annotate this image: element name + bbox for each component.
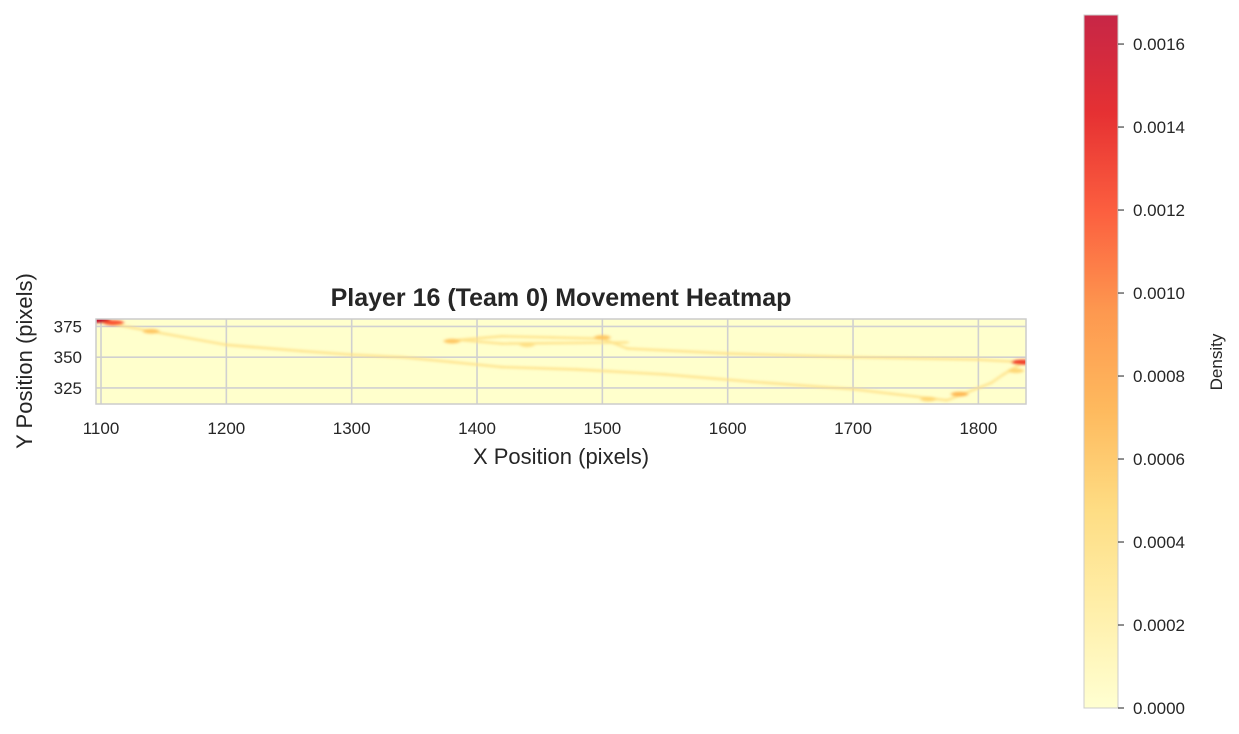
colorbar-tick-label: 0.0004 <box>1133 533 1185 552</box>
x-tick-label: 1700 <box>834 419 872 438</box>
trail-segment <box>225 343 303 353</box>
colorbar-tick-label: 0.0016 <box>1133 35 1185 54</box>
x-tick-label: 1400 <box>458 419 496 438</box>
colorbar-tick-label: 0.0010 <box>1133 284 1185 303</box>
trail-segment <box>457 335 504 342</box>
trail-segment <box>626 347 729 355</box>
trail-segment <box>726 352 855 359</box>
trail-segment <box>551 336 604 340</box>
plot-area <box>95 318 1027 405</box>
density-hotspot <box>594 335 611 340</box>
trail-segment <box>663 373 754 384</box>
chart-title: Player 16 (Team 0) Movement Heatmap <box>331 284 792 312</box>
x-tick-label: 1200 <box>207 419 245 438</box>
colorbar-tick-label: 0.0006 <box>1133 450 1185 469</box>
colorbar-tick-label: 0.0014 <box>1133 118 1185 137</box>
trail-segment <box>500 341 629 345</box>
trail-segment <box>751 380 855 391</box>
colorbar-tick-label: 0.0002 <box>1133 616 1185 635</box>
movement-trail <box>96 319 1026 402</box>
trail-segment <box>989 373 1005 385</box>
x-tick-label: 1100 <box>83 419 120 438</box>
y-axis-ticks: 325 350 375 <box>54 317 82 398</box>
colorbar-tick-label: 0.0000 <box>1133 699 1185 718</box>
y-tick-label: 375 <box>54 317 82 336</box>
y-axis-label: Y Position (pixels) <box>12 273 37 449</box>
heatmap-cells <box>96 319 1026 402</box>
x-tick-label: 1800 <box>959 419 997 438</box>
x-axis-label: X Position (pixels) <box>473 444 649 469</box>
trail-segment <box>350 353 404 359</box>
density-hotspot <box>1011 359 1026 365</box>
density-hotspot <box>1008 368 1024 374</box>
x-tick-label: 1500 <box>583 419 621 438</box>
density-hotspot <box>103 320 124 326</box>
x-tick-label: 1300 <box>333 419 371 438</box>
trail-segment <box>457 338 504 345</box>
trail-segment <box>964 381 993 395</box>
trail-segment <box>149 330 228 347</box>
density-hotspot <box>920 396 937 402</box>
trail-segment <box>300 349 353 356</box>
trail-segment <box>500 335 554 339</box>
heatmap-background <box>96 319 1026 404</box>
x-axis-ticks: 1100 1200 1300 1400 1500 1600 1700 1800 <box>83 419 998 438</box>
trail-segment <box>450 360 504 369</box>
colorbar: 0.0000 0.0002 0.0004 0.0006 0.0008 0.0010 0.00… <box>1083 14 1226 718</box>
trail-segment <box>500 365 579 371</box>
trail-segment <box>851 388 917 398</box>
colorbar-label: Density <box>1207 333 1226 390</box>
colorbar-tick-label: 0.0012 <box>1133 201 1185 220</box>
colorbar-gradient-bar <box>1083 14 1119 709</box>
trail-segment <box>851 355 980 361</box>
density-hotspot <box>951 391 969 397</box>
colorbar-ticks: 0.0000 0.0002 0.0004 0.0006 0.0008 0.0010 0.00… <box>1118 35 1185 718</box>
density-hotspot <box>142 328 160 334</box>
x-tick-label: 1600 <box>709 419 747 438</box>
y-tick-label: 325 <box>54 379 82 398</box>
y-tick-label: 350 <box>54 348 82 367</box>
trail-segment <box>576 368 667 376</box>
trail-segment <box>400 355 454 364</box>
density-hotspot <box>443 338 461 344</box>
colorbar-tick-label: 0.0008 <box>1133 367 1185 386</box>
density-hotspot <box>519 342 535 348</box>
plot-frame <box>95 318 1027 405</box>
